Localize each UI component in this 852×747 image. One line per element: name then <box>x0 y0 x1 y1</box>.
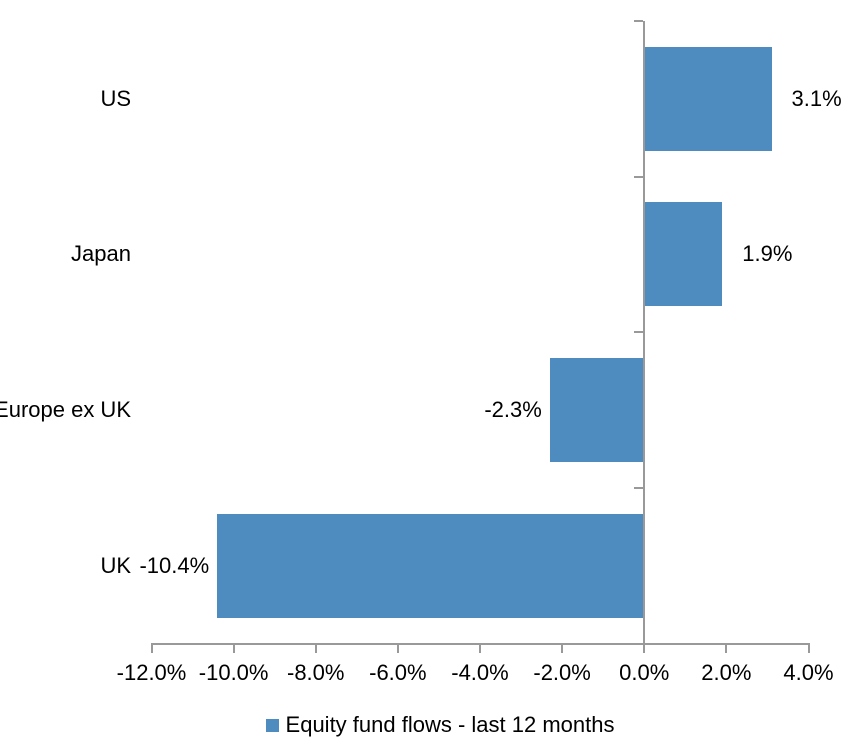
category-label-uk: UK <box>100 552 131 578</box>
x-tick-label-2: -8.0% <box>287 659 345 685</box>
x-tick-4 <box>479 642 481 653</box>
category-tick-2 <box>634 331 644 334</box>
x-tick-label-7: 2.0% <box>701 659 752 685</box>
x-tick-label-5: -2.0% <box>533 659 591 685</box>
legend-series-marker-icon <box>265 718 279 732</box>
x-tick-label-3: -6.0% <box>369 659 427 685</box>
bar-uk <box>217 513 645 618</box>
bar-japan <box>644 202 723 307</box>
x-tick-label-6: 0.0% <box>619 659 670 685</box>
category-axis-line <box>643 21 646 645</box>
data-label-europe-ex-uk: -2.3% <box>484 397 542 423</box>
category-tick-4 <box>634 642 644 645</box>
category-tick-1 <box>634 175 644 178</box>
bar-europe-ex-uk <box>549 358 645 463</box>
x-tick-6 <box>643 642 646 653</box>
x-tick-7 <box>725 642 728 653</box>
x-tick-label-8: 4.0% <box>783 659 834 685</box>
data-label-us: 3.1% <box>791 85 842 111</box>
x-tick-label-0: -12.0% <box>116 659 187 685</box>
x-tick-3 <box>396 642 399 653</box>
x-tick-8 <box>807 642 810 653</box>
x-tick-2 <box>314 642 317 653</box>
x-tick-1 <box>232 642 235 653</box>
x-tick-5 <box>561 642 564 653</box>
x-tick-label-4: -4.0% <box>451 659 509 685</box>
x-tick-label-1: -10.0% <box>198 659 269 685</box>
data-label-japan: 1.9% <box>742 241 793 267</box>
data-label-uk: -10.4% <box>139 552 210 578</box>
category-label-us: US <box>100 85 131 111</box>
category-tick-0 <box>634 20 644 22</box>
legend: Equity fund flows - last 12 months <box>14 712 852 738</box>
bar-us <box>644 46 772 151</box>
x-tick-0 <box>150 642 153 653</box>
category-tick-3 <box>634 486 644 489</box>
category-label-europe-ex-uk: Europe ex UK <box>0 397 131 423</box>
legend-series-label: Equity fund flows - last 12 months <box>285 712 615 737</box>
category-label-japan: Japan <box>71 241 131 267</box>
